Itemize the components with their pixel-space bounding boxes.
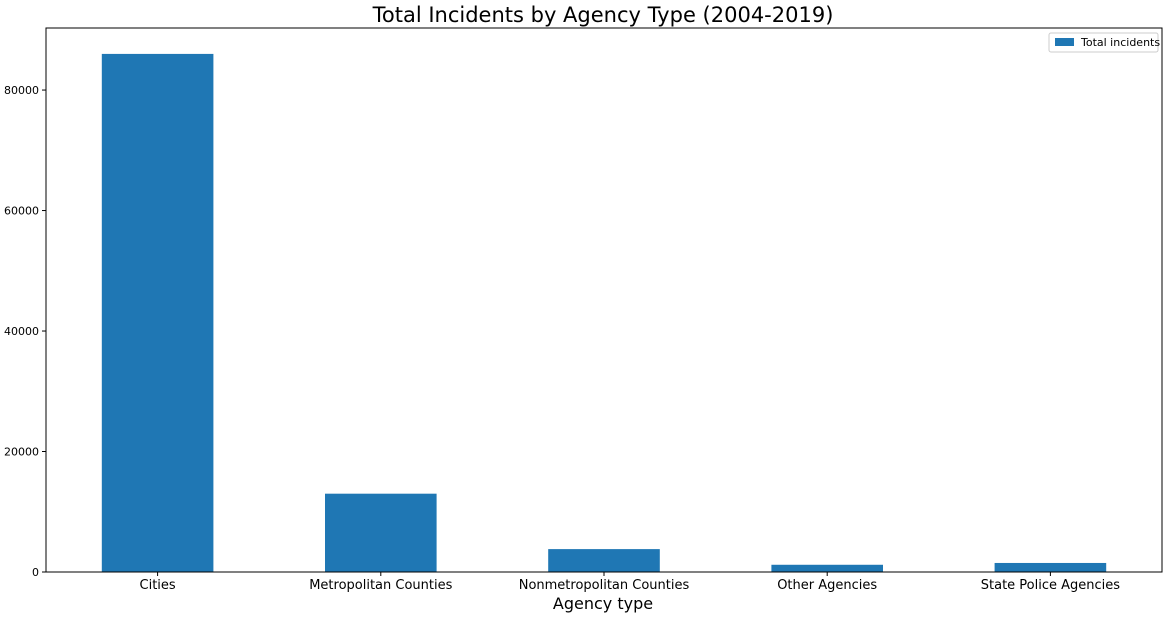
x-tick-label: Other Agencies xyxy=(777,578,877,593)
x-tick-label: Metropolitan Counties xyxy=(309,578,452,593)
x-tick-label: Cities xyxy=(140,578,176,593)
y-tick-label: 60000 xyxy=(4,205,39,218)
x-axis-ticks: Cities Metropolitan Counties Nonmetropolit… xyxy=(140,572,1121,593)
y-axis-ticks: 0 20000 40000 60000 80000 xyxy=(4,84,46,579)
y-tick-label: 40000 xyxy=(4,325,39,338)
bars-group xyxy=(101,53,1107,572)
legend-swatch xyxy=(1055,38,1074,46)
x-axis-label: Agency type xyxy=(553,594,653,613)
x-tick-label: Nonmetropolitan Counties xyxy=(519,578,690,593)
chart-title: Total Incidents by Agency Type (2004-201… xyxy=(372,3,834,27)
bar-nonmetropolitan-counties xyxy=(548,549,660,572)
x-tick-label: State Police Agencies xyxy=(981,578,1121,593)
bar-state-police-agencies xyxy=(994,562,1107,572)
legend: Total incidents xyxy=(1048,32,1160,53)
y-tick-label: 80000 xyxy=(4,84,39,97)
y-tick-label: 0 xyxy=(32,566,39,579)
bar-cities xyxy=(101,53,214,572)
bar-metropolitan-counties xyxy=(325,493,437,572)
bar-other-agencies xyxy=(771,564,883,572)
legend-box xyxy=(1048,32,1159,53)
legend-label: Total incidents xyxy=(1080,36,1160,49)
y-tick-label: 20000 xyxy=(4,446,39,459)
